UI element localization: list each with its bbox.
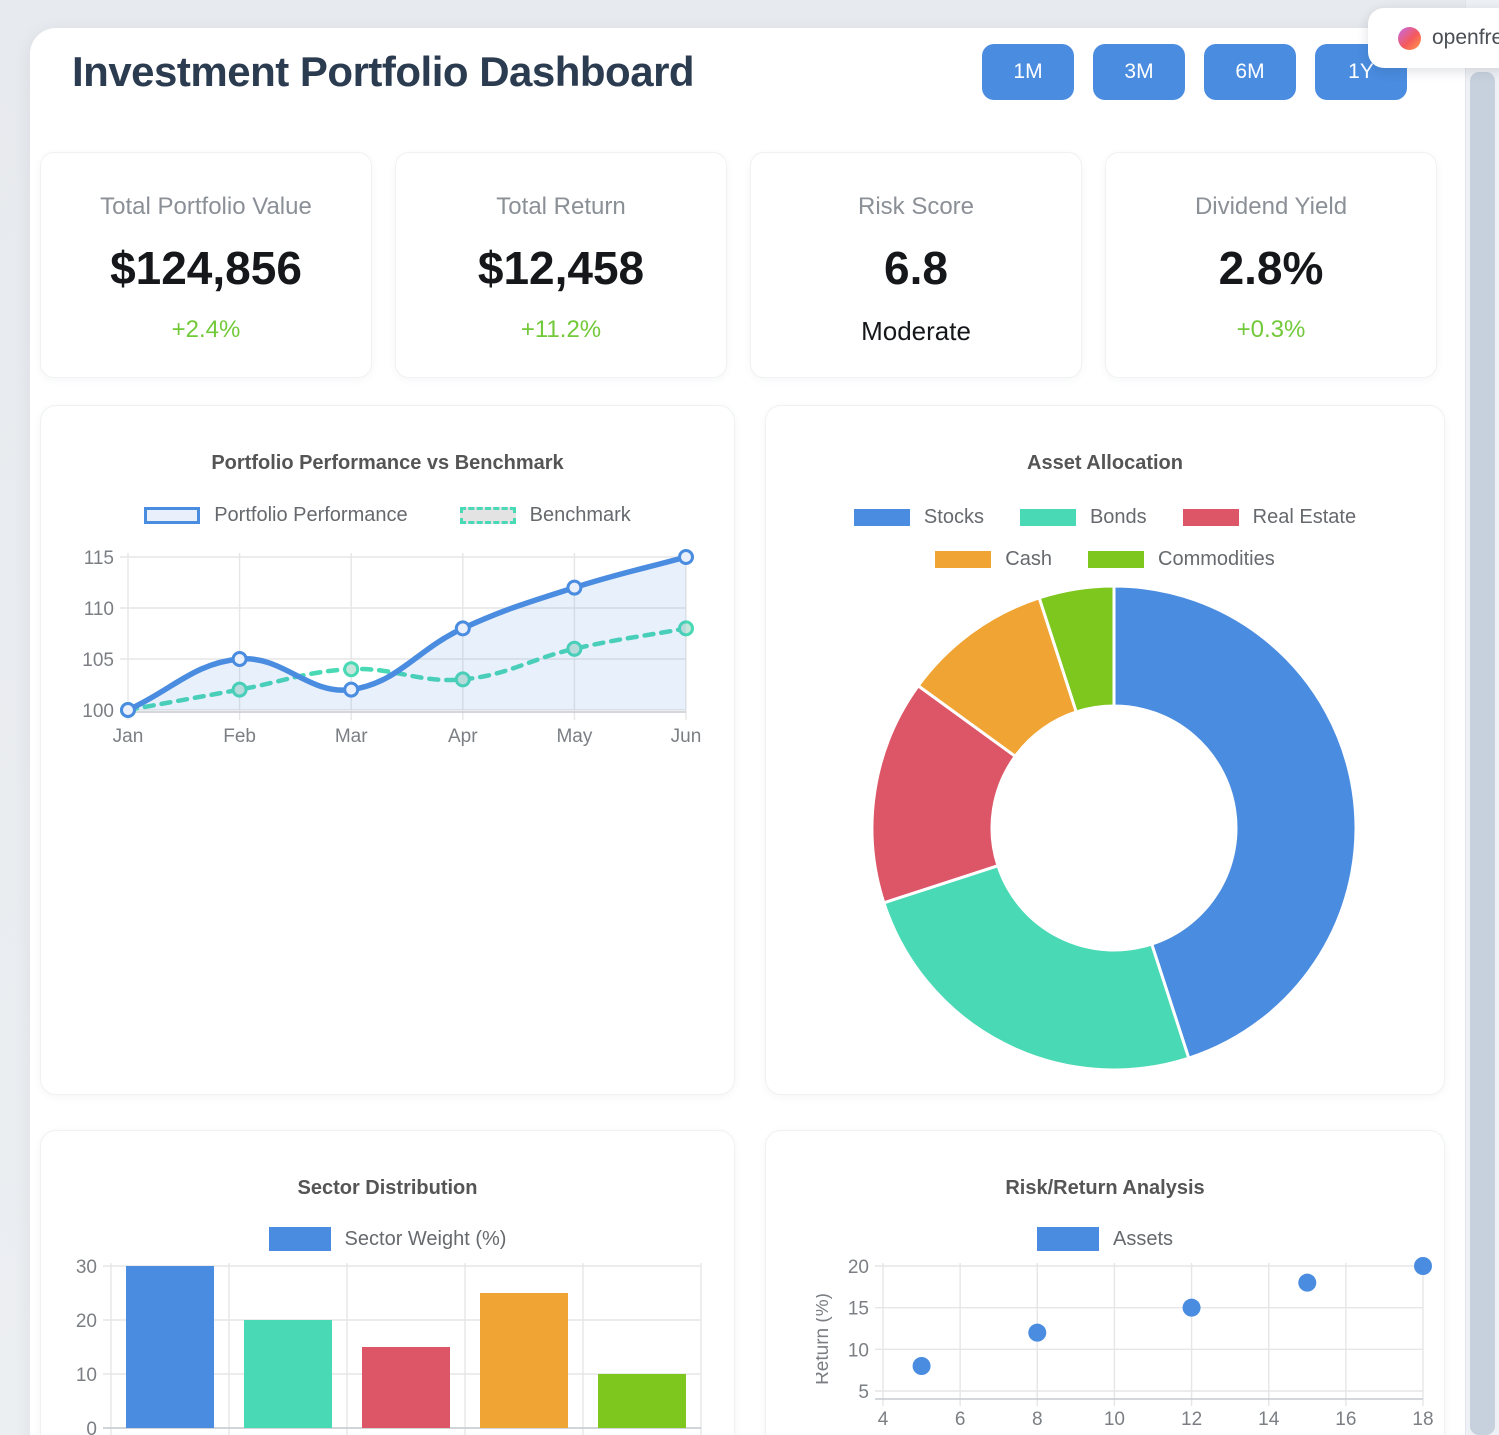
- svg-text:20: 20: [76, 1311, 97, 1332]
- svg-text:Return (%): Return (%): [816, 1293, 833, 1385]
- svg-text:105: 105: [82, 650, 114, 671]
- legend-swatch: [1036, 1227, 1099, 1251]
- stat-delta: +0.3%: [1236, 316, 1306, 343]
- asset-allocation-chart-card: Asset Allocation Stocks Bonds Real Estate …: [765, 405, 1445, 1095]
- risk-return-scatter-chart: 5 10 15 20 4 6 8 10 12 14 16 18 Return (%): [816, 1257, 1434, 1430]
- stat-value: $124,856: [110, 242, 302, 294]
- svg-text:5: 5: [858, 1382, 869, 1403]
- svg-text:8: 8: [1032, 1409, 1043, 1430]
- svg-text:10: 10: [848, 1340, 869, 1361]
- stat-card-risk-score: Risk Score 6.8 Moderate: [750, 152, 1082, 378]
- badge-logo-icon: [1398, 26, 1421, 50]
- legend-label: Assets: [1112, 1227, 1174, 1250]
- stat-label: Total Portfolio Value: [100, 193, 312, 220]
- sector-distribution-chart-card: Sector Distribution Sector Weight (%) 0 1…: [40, 1130, 735, 1435]
- stat-label: Total Return: [496, 193, 626, 220]
- legend-label: Stocks: [923, 506, 984, 528]
- svg-text:Apr: Apr: [448, 726, 478, 747]
- svg-text:Jan: Jan: [113, 726, 144, 747]
- chart-title: Risk/Return Analysis: [1005, 1177, 1205, 1199]
- stat-delta: +11.2%: [520, 316, 602, 343]
- stat-delta: Moderate: [861, 316, 971, 346]
- legend-label: Bonds: [1089, 506, 1147, 528]
- svg-text:100: 100: [82, 701, 114, 722]
- sector-chart-legend: Sector Weight (%): [41, 1227, 734, 1251]
- svg-text:0: 0: [86, 1419, 97, 1435]
- time-range-6m-button[interactable]: 6M: [1204, 44, 1296, 100]
- legend-item-assets[interactable]: Assets: [1036, 1227, 1174, 1251]
- svg-text:10: 10: [1104, 1409, 1125, 1430]
- sector-bar-chart: 0 10 20 30: [76, 1257, 702, 1435]
- svg-text:16: 16: [1335, 1409, 1356, 1430]
- svg-text:115: 115: [84, 548, 114, 569]
- performance-chart-legend: Portfolio Performance Benchmark: [41, 504, 734, 527]
- legend-item-benchmark[interactable]: Benchmark: [459, 504, 631, 527]
- badge-label: openfre: [1432, 26, 1499, 49]
- stat-card-dividend-yield: Dividend Yield 2.8% +0.3%: [1105, 152, 1437, 378]
- time-range-3m-button[interactable]: 3M: [1093, 44, 1185, 100]
- performance-chart-card: Portfolio Performance vs Benchmark Portf…: [40, 405, 735, 1095]
- chart-title: Portfolio Performance vs Benchmark: [211, 452, 564, 474]
- svg-text:6: 6: [955, 1409, 966, 1430]
- svg-text:12: 12: [1181, 1409, 1202, 1430]
- svg-text:May: May: [556, 726, 592, 747]
- svg-text:Jun: Jun: [671, 726, 702, 747]
- stats-row: Total Portfolio Value $124,856 +2.4% Tot…: [40, 152, 1437, 378]
- svg-text:15: 15: [848, 1299, 869, 1320]
- stat-delta: +2.4%: [171, 316, 241, 343]
- dashboard-container: Investment Portfolio Dashboard 1M 3M 6M …: [30, 28, 1499, 1435]
- svg-text:Feb: Feb: [223, 726, 256, 747]
- page-title: Investment Portfolio Dashboard: [72, 48, 695, 95]
- legend-swatch: [144, 507, 201, 524]
- legend-item-bonds[interactable]: Bonds: [1019, 506, 1147, 529]
- legend-label: Cash: [1005, 548, 1052, 570]
- time-range-buttons: 1M 3M 6M 1Y: [982, 44, 1407, 100]
- stat-card-total-return: Total Return $12,458 +11.2%: [395, 152, 727, 378]
- chart-title: Sector Distribution: [297, 1177, 478, 1199]
- allocation-chart-legend-row1: Stocks Bonds Real Estate: [766, 506, 1444, 529]
- allocation-chart-legend-row2: Cash Commodities: [766, 548, 1444, 571]
- legend-label: Real Estate: [1252, 506, 1357, 528]
- stat-value: 6.8: [884, 242, 948, 294]
- legend-label: Commodities: [1158, 548, 1275, 570]
- svg-text:14: 14: [1258, 1409, 1280, 1430]
- stat-value: 2.8%: [1218, 242, 1324, 294]
- legend-item-portfolio-performance[interactable]: Portfolio Performance: [144, 504, 408, 527]
- legend-label: Sector Weight (%): [344, 1227, 507, 1250]
- legend-swatch: [459, 507, 516, 524]
- risk-return-chart-legend: Assets: [766, 1227, 1444, 1251]
- risk-return-chart-card: Risk/Return Analysis Assets 5 10 15 20 4 6 8 10…: [765, 1130, 1445, 1435]
- scrollbar-track[interactable]: [1465, 0, 1499, 1435]
- legend-item-sector-weight[interactable]: Sector Weight (%): [268, 1227, 507, 1251]
- legend-swatch: [268, 1227, 331, 1251]
- svg-text:18: 18: [1412, 1409, 1433, 1430]
- legend-swatch: [853, 509, 910, 526]
- chart-title: Asset Allocation: [1027, 452, 1183, 474]
- legend-label: Portfolio Performance: [214, 504, 408, 526]
- legend-swatch: [1182, 509, 1239, 526]
- time-range-1m-button[interactable]: 1M: [982, 44, 1074, 100]
- stat-card-total-portfolio-value: Total Portfolio Value $124,856 +2.4%: [40, 152, 372, 378]
- performance-line-chart: 100 105 110 115 Jan Feb Mar Apr May Jun: [82, 548, 702, 747]
- stat-value: $12,458: [477, 242, 645, 294]
- svg-text:30: 30: [76, 1257, 97, 1278]
- watermark-badge[interactable]: openfre: [1368, 8, 1499, 68]
- legend-item-commodities[interactable]: Commodities: [1088, 548, 1275, 571]
- svg-text:Mar: Mar: [335, 726, 368, 747]
- legend-swatch: [935, 551, 992, 568]
- svg-text:10: 10: [76, 1365, 97, 1386]
- scrollbar-thumb[interactable]: [1470, 72, 1495, 1435]
- stat-label: Risk Score: [857, 193, 975, 220]
- legend-swatch: [1019, 509, 1076, 526]
- svg-text:110: 110: [84, 599, 114, 620]
- legend-item-real-estate[interactable]: Real Estate: [1182, 506, 1357, 529]
- legend-swatch: [1088, 551, 1144, 568]
- legend-item-stocks[interactable]: Stocks: [853, 506, 984, 529]
- legend-item-cash[interactable]: Cash: [935, 548, 1052, 571]
- legend-label: Benchmark: [529, 504, 631, 526]
- svg-text:20: 20: [848, 1257, 869, 1278]
- stat-label: Dividend Yield: [1194, 193, 1348, 220]
- asset-allocation-donut-chart: [870, 584, 1358, 1072]
- svg-text:4: 4: [878, 1409, 889, 1430]
